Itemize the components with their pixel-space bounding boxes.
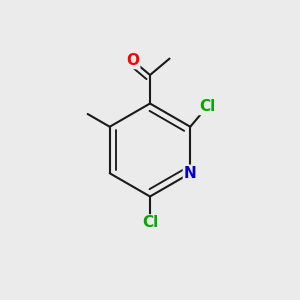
Text: Cl: Cl — [199, 99, 215, 114]
Text: N: N — [184, 166, 197, 181]
Text: O: O — [126, 53, 139, 68]
Text: Cl: Cl — [142, 215, 158, 230]
